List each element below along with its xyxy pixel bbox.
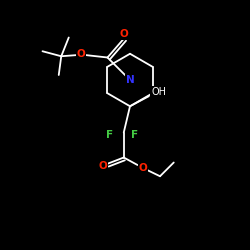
Text: O: O [77, 49, 86, 59]
Text: F: F [132, 130, 138, 140]
Text: O: O [98, 161, 107, 171]
Text: F: F [106, 130, 114, 140]
Text: O: O [120, 29, 128, 39]
Text: N: N [126, 75, 134, 85]
Text: O: O [138, 163, 147, 173]
Text: OH: OH [151, 87, 166, 97]
